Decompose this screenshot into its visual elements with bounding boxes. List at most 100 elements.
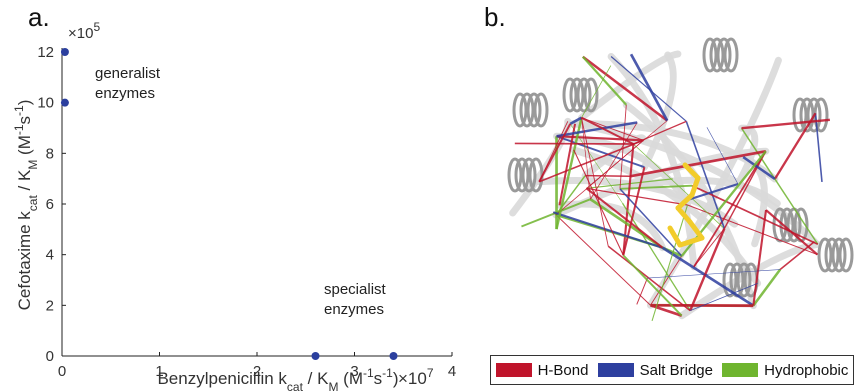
protein-helix xyxy=(722,262,738,298)
protein-helix xyxy=(806,97,822,133)
interaction-edge xyxy=(647,269,781,279)
interaction-edge xyxy=(552,211,663,249)
protein-helix xyxy=(716,37,732,73)
protein-helix xyxy=(507,157,523,193)
interaction-legend: H-Bond Salt Bridge Hydrophobic xyxy=(490,355,854,385)
chart-points xyxy=(60,48,398,360)
protein-helix xyxy=(512,92,528,128)
interaction-edge xyxy=(581,117,644,141)
y-axis-multiplier: ×105 xyxy=(68,20,100,42)
ligand-bond xyxy=(677,235,705,248)
protein-helix xyxy=(824,237,840,273)
legend-swatch-hbond xyxy=(495,363,532,377)
legend-label-hbond: H-Bond xyxy=(537,361,589,379)
annotation-generalist: enzymes xyxy=(95,85,155,102)
protein-helix xyxy=(772,207,788,243)
annotation-generalist: generalist xyxy=(95,65,161,82)
ligand-bond xyxy=(675,205,693,225)
protein-helix xyxy=(838,237,854,273)
interaction-edge xyxy=(619,188,683,257)
interaction-edge xyxy=(629,53,669,122)
interaction-edge xyxy=(619,104,627,189)
interaction-edge xyxy=(555,140,644,216)
interaction-edge xyxy=(556,121,638,138)
annotation-specialist: specialist xyxy=(324,281,387,298)
interaction-edge xyxy=(538,123,572,183)
protein-ribbon xyxy=(616,176,781,207)
interaction-edge xyxy=(691,184,819,246)
protein-helix xyxy=(792,97,808,133)
interaction-edge xyxy=(622,254,683,317)
interaction-edge xyxy=(752,209,768,306)
interaction-edge xyxy=(690,283,758,311)
y-tick-label: 0 xyxy=(46,348,54,365)
ligand-bond xyxy=(675,192,695,211)
interaction-edge xyxy=(621,202,691,311)
interaction-edge xyxy=(555,117,583,230)
interaction-edge xyxy=(538,139,644,183)
interaction-edge xyxy=(581,117,609,247)
protein-helix xyxy=(526,92,542,128)
y-tick-label: 10 xyxy=(37,95,54,112)
x-axis-multiplier: ×107 xyxy=(398,366,434,388)
y-tick-label: 6 xyxy=(46,196,54,213)
protein-helix xyxy=(831,237,847,273)
data-point xyxy=(389,352,398,360)
interaction-edge xyxy=(629,149,767,178)
protein-helix xyxy=(736,262,752,298)
interaction-edge xyxy=(689,228,726,312)
protein-helix xyxy=(521,157,537,193)
interaction-edge xyxy=(636,277,648,305)
interaction-edge xyxy=(650,255,683,306)
interaction-edge xyxy=(741,118,831,130)
protein-helix xyxy=(533,92,549,128)
x-tick-label: 2 xyxy=(253,363,261,380)
protein-helix xyxy=(779,207,795,243)
y-axis-label: Cefotaxime kcat / KM (M-1s-1) xyxy=(12,100,40,311)
data-point xyxy=(311,352,320,360)
interaction-edge xyxy=(556,135,644,142)
annotation-specialist: enzymes xyxy=(324,301,384,318)
y-tick-label: 8 xyxy=(46,145,54,162)
interaction-edge xyxy=(693,228,725,268)
data-point xyxy=(60,98,69,107)
protein-helix xyxy=(519,92,535,128)
legend-label-hydrophobic: Hydrophobic xyxy=(764,361,849,379)
interaction-edge xyxy=(569,116,583,126)
protein-helix xyxy=(514,157,530,193)
interaction-edge xyxy=(573,149,624,256)
y-tick-label: 4 xyxy=(46,247,54,264)
interaction-edge xyxy=(633,120,687,145)
interaction-edge xyxy=(687,204,818,256)
protein-ribbon xyxy=(577,50,682,122)
interaction-edge xyxy=(585,187,664,249)
interaction-edge xyxy=(585,174,631,178)
protein-helix xyxy=(583,77,599,113)
legend-swatch-salt-bridge xyxy=(597,363,634,377)
protein-helix xyxy=(709,37,725,73)
x-tick-label: 3 xyxy=(350,363,358,380)
interaction-edge xyxy=(582,56,628,106)
interaction-edge xyxy=(740,127,819,245)
interaction-edge xyxy=(607,245,691,312)
y-tick-label: 12 xyxy=(37,44,54,61)
data-point xyxy=(60,48,69,56)
interaction-edge xyxy=(686,183,739,202)
legend-item-hydrophobic: Hydrophobic xyxy=(722,362,848,379)
protein-ribbon xyxy=(607,53,698,271)
interaction-edge xyxy=(814,113,823,182)
interaction-edge xyxy=(582,55,668,122)
legend-swatch-hydrophobic xyxy=(722,363,759,377)
protein-ribbon xyxy=(571,120,818,246)
protein-helix xyxy=(569,77,585,113)
interaction-edge xyxy=(650,303,683,317)
protein-helix xyxy=(723,37,739,73)
interaction-edge xyxy=(742,156,776,180)
y-tick-label: 2 xyxy=(46,297,54,314)
interaction-edge xyxy=(693,150,767,268)
protein-structure-image xyxy=(507,37,854,322)
ligand-bond xyxy=(689,175,701,198)
ligand-bond xyxy=(667,225,683,248)
